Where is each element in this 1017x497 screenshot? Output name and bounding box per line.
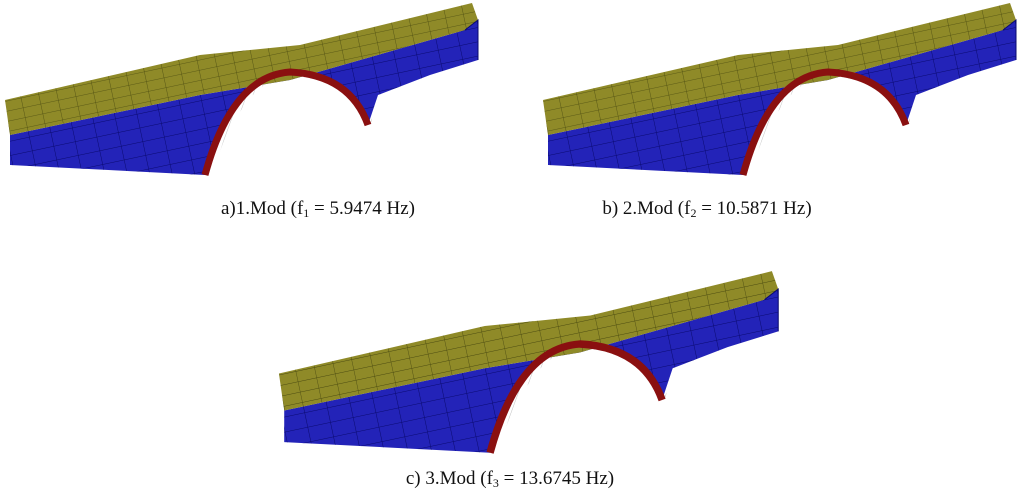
caption: b) 2.Mod (f2 = 10.5871 Hz) [602,198,811,221]
caption-text: b) 2.Mod (f [602,198,690,219]
mode-shape-3 [279,271,778,453]
caption: c) 3.Mod (f3 = 13.6745 Hz) [406,468,614,491]
caption: a)1.Mod (f1 = 5.9474 Hz) [221,198,415,221]
caption-text: = 5.9474 Hz) [309,198,415,219]
caption-text: = 10.5871 Hz) [696,198,811,219]
mode-shape-1 [5,3,478,175]
caption-text: = 13.6745 Hz) [499,468,614,489]
mode-shape-2 [543,3,1016,175]
figure-canvas [0,0,1017,470]
caption-text: c) 3.Mod (f [406,468,493,489]
page: a)1.Mod (f1 = 5.9474 Hz) b) 2.Mod (f2 = … [0,0,1017,497]
caption-text: a)1.Mod (f [221,198,303,219]
